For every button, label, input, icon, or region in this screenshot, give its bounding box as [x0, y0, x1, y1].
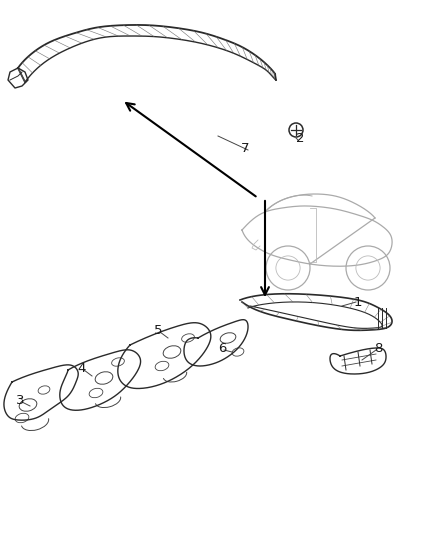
Text: 5: 5 — [154, 324, 162, 336]
Text: 8: 8 — [374, 342, 382, 354]
Text: 2: 2 — [296, 132, 304, 144]
Text: 6: 6 — [218, 342, 226, 354]
Text: 1: 1 — [354, 295, 362, 309]
Text: 7: 7 — [241, 141, 249, 155]
Text: 3: 3 — [16, 393, 24, 407]
Text: 4: 4 — [78, 361, 86, 375]
